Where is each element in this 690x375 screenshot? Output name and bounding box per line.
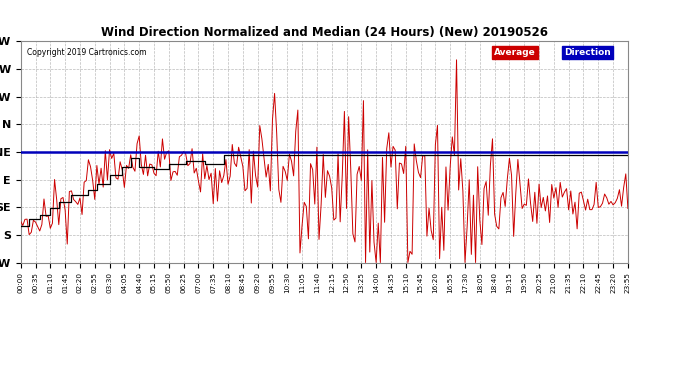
Text: Direction: Direction: [564, 48, 611, 57]
Text: Copyright 2019 Cartronics.com: Copyright 2019 Cartronics.com: [27, 48, 146, 57]
Title: Wind Direction Normalized and Median (24 Hours) (New) 20190526: Wind Direction Normalized and Median (24…: [101, 26, 548, 39]
Text: Average: Average: [494, 48, 536, 57]
